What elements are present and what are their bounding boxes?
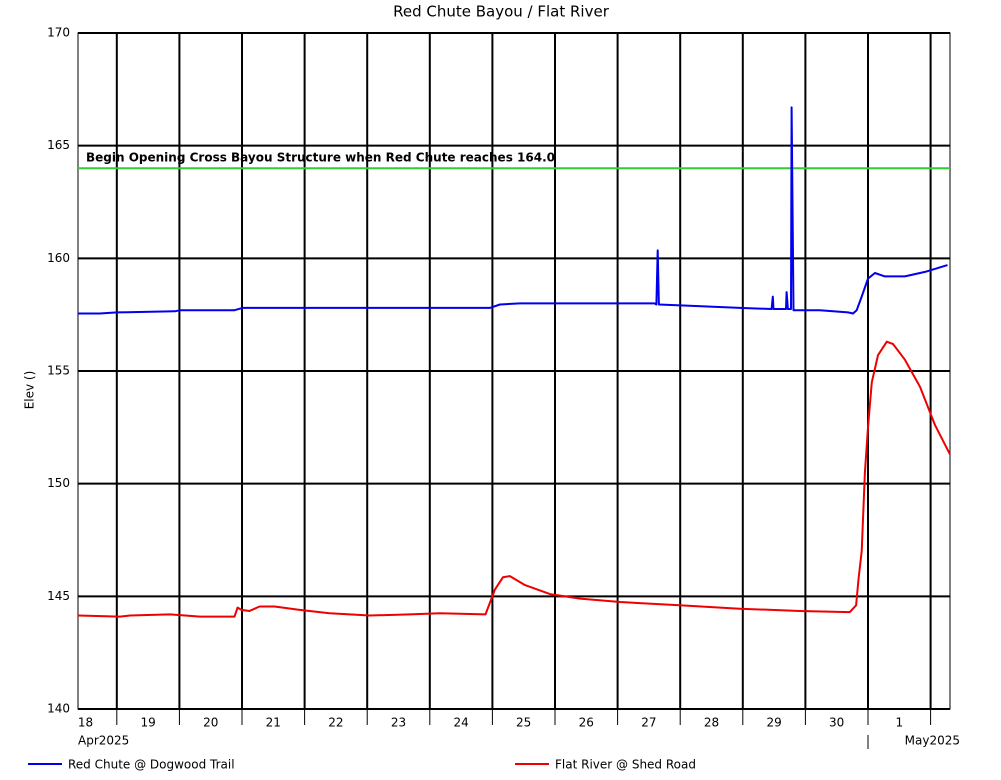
y-tick-label: 160 — [47, 251, 70, 265]
x-tick-label: 19 — [140, 716, 155, 730]
x-tick-label: 26 — [579, 716, 594, 730]
series-line — [78, 106, 948, 315]
y-tick-label: 150 — [47, 476, 70, 490]
series-line — [77, 340, 951, 618]
y-tick-label: 155 — [47, 364, 70, 378]
x-tick-label: 18 — [78, 716, 93, 730]
y-axis-label: Elev () — [23, 371, 37, 410]
x-tick-label: 30 — [829, 716, 844, 730]
x-tick-label: 25 — [516, 716, 531, 730]
x-tick-label: 28 — [704, 716, 719, 730]
x-tick-label: 21 — [266, 716, 281, 730]
y-tick-label: 140 — [47, 702, 70, 716]
threshold-label: Begin Opening Cross Bayou Structure when… — [86, 151, 555, 165]
x-tick-label: 20 — [203, 716, 218, 730]
x-tick-label: 29 — [766, 716, 781, 730]
x-tick-label: 1 — [895, 716, 903, 730]
x-tick-label: 24 — [453, 716, 468, 730]
x-tick-label: 22 — [328, 716, 343, 730]
y-tick-label: 165 — [47, 138, 70, 152]
x-tick-label: 23 — [391, 716, 406, 730]
x-tick-label: 27 — [641, 716, 656, 730]
month-label: May2025 — [905, 734, 960, 748]
legend-label: Flat River @ Shed Road — [555, 758, 696, 772]
y-tick-label: 170 — [47, 26, 70, 40]
legend-label: Red Chute @ Dogwood Trail — [68, 758, 235, 772]
chart-title: Red Chute Bayou / Flat River — [393, 3, 610, 21]
y-tick-label: 145 — [47, 589, 70, 603]
month-label: Apr2025 — [78, 734, 129, 748]
